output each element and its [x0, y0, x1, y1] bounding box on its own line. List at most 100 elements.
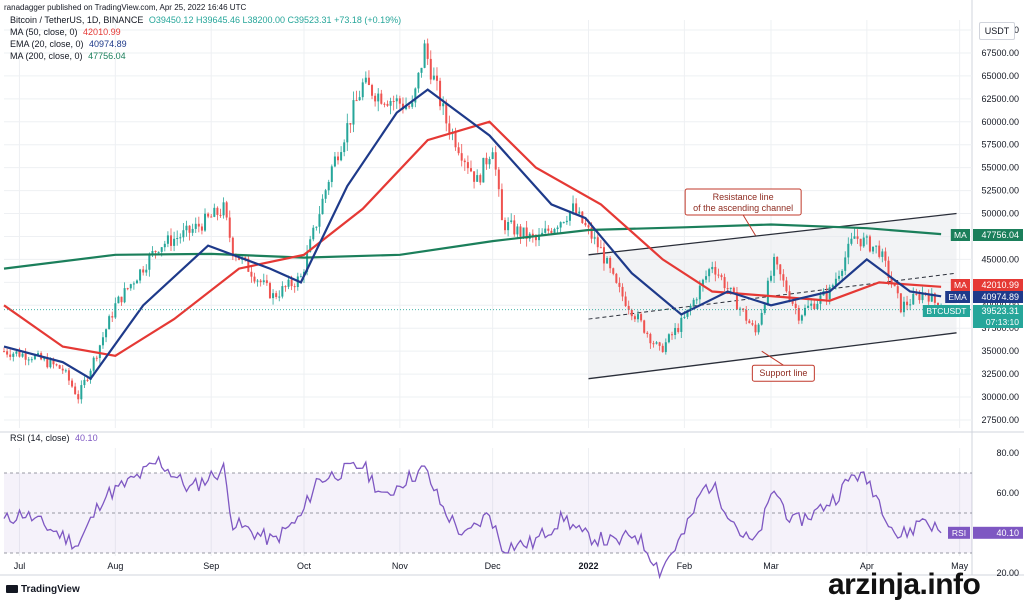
countdown-bg: [973, 317, 1023, 328]
candle-body: [887, 260, 890, 279]
candle-body: [299, 276, 302, 278]
candle-body: [677, 327, 680, 332]
candle-body: [788, 291, 791, 301]
price-value-label: 39523.31: [981, 306, 1019, 316]
candle-body: [380, 93, 383, 104]
candle-body: [194, 223, 197, 229]
candle-body: [318, 214, 321, 227]
candle-body: [550, 230, 553, 234]
candle-body: [284, 286, 287, 288]
candle-body: [55, 364, 58, 366]
candle-body: [105, 329, 108, 338]
candle-body: [157, 251, 160, 253]
candle-body: [813, 303, 816, 310]
rsi-label[interactable]: RSI (14, close): [10, 433, 70, 443]
candle-body: [148, 254, 151, 270]
candle-body: [423, 43, 426, 68]
ma50-line: [3, 120, 942, 357]
candle-body: [392, 100, 395, 102]
candle-body: [408, 106, 411, 108]
candle-body: [522, 227, 525, 237]
candle-body: [135, 280, 138, 284]
candle-body: [287, 279, 290, 287]
candle-body: [534, 236, 537, 241]
tradingview-logo[interactable]: TradingView: [6, 584, 80, 595]
candle-body: [754, 324, 757, 333]
support-annotation-pointer: [761, 350, 784, 366]
candle-body: [123, 288, 126, 303]
candle-body: [899, 293, 902, 313]
price-tick-label: 45000.00: [981, 254, 1019, 264]
rsi-value-bg: [973, 526, 1023, 539]
candle-body: [875, 245, 878, 247]
ma200-legend: MA (200, close, 0) 47756.04: [10, 51, 126, 62]
candle-body: [856, 236, 859, 239]
candle-body: [556, 227, 559, 230]
candle-body: [865, 236, 868, 238]
candle-body: [98, 345, 101, 359]
price-value-label: 42010.99: [981, 280, 1019, 290]
candle-body: [256, 280, 259, 282]
candle-body: [680, 317, 683, 332]
price-tick-label: 62500.00: [981, 94, 1019, 104]
candle-body: [414, 88, 417, 103]
candle-body: [504, 220, 507, 231]
candle-body: [494, 152, 497, 170]
candle-body: [250, 271, 253, 277]
currency-selector[interactable]: USDT: [979, 22, 1015, 40]
resistance-annotation-text: of the ascending channel: [693, 203, 793, 213]
rsi-value-label: 40.10: [996, 528, 1019, 538]
rsi-tag-label: RSI: [952, 528, 966, 538]
candle-body: [163, 243, 166, 248]
candle-body: [191, 228, 194, 233]
candle-body: [197, 223, 200, 227]
rsi-legend: RSI (14, close) 40.10: [10, 433, 98, 444]
candle-body: [562, 222, 565, 224]
candle-body: [497, 169, 500, 190]
candle-body: [735, 292, 738, 310]
price-tag-label: BTCUSDT: [926, 306, 966, 316]
price-tick-label: 50000.00: [981, 209, 1019, 219]
candle-body: [683, 316, 686, 318]
candle-body: [578, 211, 581, 214]
candle-body: [794, 303, 797, 308]
candle-body: [213, 207, 216, 217]
candle-body: [306, 252, 309, 272]
candle-body: [460, 153, 463, 161]
support-annotation-text: Support line: [759, 368, 807, 378]
candle-body: [862, 237, 865, 247]
candle-body: [219, 214, 222, 216]
candle-body: [825, 291, 828, 300]
candle-body: [850, 238, 853, 244]
candle-body: [655, 342, 658, 344]
time-tick-label: Oct: [297, 561, 312, 571]
candle-body: [872, 246, 875, 252]
candle-body: [222, 202, 225, 216]
candle-body: [151, 250, 154, 255]
time-tick-label: Jul: [14, 561, 26, 571]
candle-body: [612, 268, 615, 274]
candle-body: [906, 301, 909, 306]
candle-body: [395, 98, 398, 102]
candle-body: [426, 43, 429, 59]
ma200-label[interactable]: MA (200, close, 0): [10, 51, 83, 61]
candle-body: [803, 307, 807, 316]
countdown-label: 07:13:10: [986, 317, 1019, 327]
symbol-name[interactable]: Bitcoin / TetherUS, 1D, BINANCE: [10, 15, 144, 25]
candle-body: [111, 316, 114, 318]
candle-body: [800, 315, 803, 321]
time-tick-label: May: [951, 561, 969, 571]
price-tick-label: 30000.00: [981, 392, 1019, 402]
time-tick-label: Mar: [763, 561, 779, 571]
candle-body: [766, 280, 769, 305]
candle-body: [139, 269, 142, 281]
time-tick-label: Dec: [485, 561, 502, 571]
candle-body: [64, 370, 67, 372]
ema20-label[interactable]: EMA (20, close, 0): [10, 39, 84, 49]
candle-body: [643, 320, 646, 333]
candle-body: [627, 305, 630, 311]
candle-body: [457, 147, 460, 154]
candle-body: [902, 301, 905, 313]
candle-body: [268, 283, 271, 299]
ma50-label[interactable]: MA (50, close, 0): [10, 27, 78, 37]
